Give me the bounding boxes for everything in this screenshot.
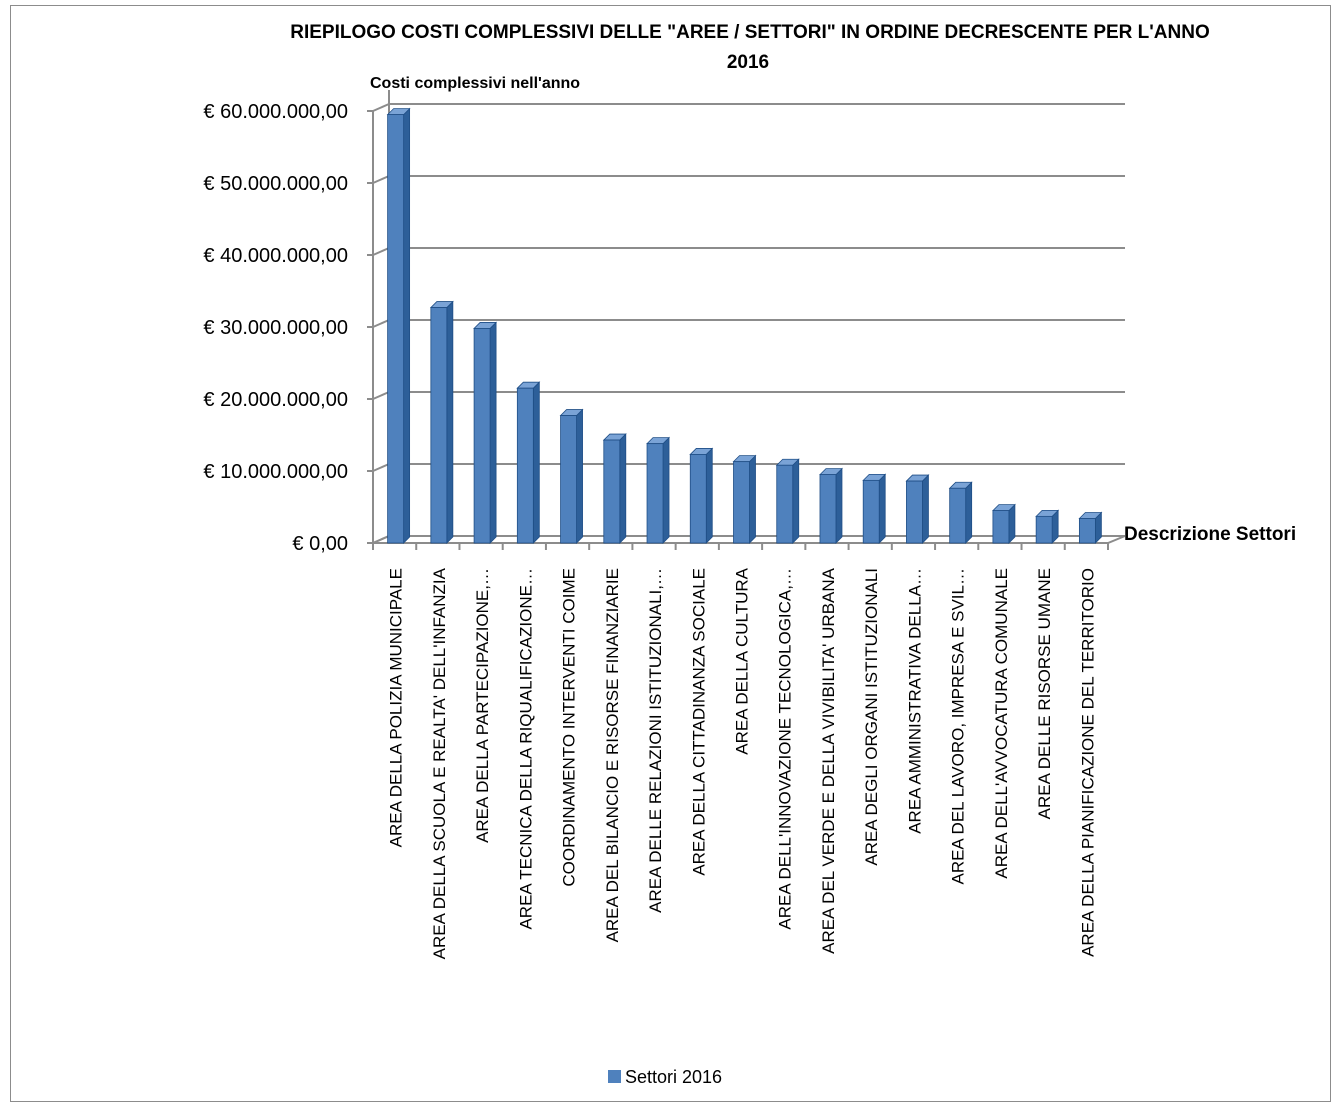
bar [733, 461, 750, 544]
bar-side [619, 433, 627, 544]
bar [560, 415, 577, 544]
chart-title-line1: RIEPILOGO COSTI COMPLESSIVI DELLE "AREE … [290, 22, 1210, 43]
bar [776, 464, 794, 544]
bar [473, 328, 491, 544]
y-axis-title: Costi complessivi nell'anno [370, 75, 580, 92]
bar-side [705, 447, 713, 544]
y-tick-label: € 30.000.000,00 [203, 317, 348, 339]
bar [603, 439, 621, 544]
bar-side [662, 436, 670, 544]
bar-side [446, 300, 454, 544]
x-tick-label: AREA DELLE RISORSE UMANE [1035, 568, 1054, 819]
x-tick-label: AREA DELLA CULTURA [733, 567, 752, 754]
gridline-diagonal [372, 175, 390, 184]
y-tick-label: € 50.000.000,00 [203, 173, 348, 195]
x-tick-label: AREA DELLA CITTADINANZA SOCIALE [689, 568, 708, 876]
y-tick-label: € 40.000.000,00 [203, 245, 348, 267]
bar-side [792, 458, 800, 544]
x-tick-label: AREA TECNICA DELLA RIQUALIFICAZIONE… [516, 568, 535, 930]
x-tick-label: AREA AMMINISTRATIVA DELLA… [905, 568, 924, 834]
bar-side [403, 107, 411, 544]
x-tick-label: AREA DELL'AVVOCATURA COMUNALE [992, 568, 1011, 879]
legend: Settori 2016 [608, 1067, 722, 1087]
bar [516, 387, 534, 544]
bar [646, 443, 664, 544]
x-tick-label: AREA DEL LAVORO, IMPRESA E SVIL… [949, 568, 968, 885]
gridline-diagonal [372, 247, 390, 256]
bar-side [1008, 503, 1016, 544]
x-axis-title: Descrizione Settori [1124, 524, 1296, 545]
gridline-diagonal [372, 103, 390, 112]
y-tick-label: € 0,00 [292, 533, 348, 555]
x-tick-label: AREA DELL'INNOVAZIONE TECNOLOGICA,… [776, 568, 795, 930]
plot-area: € 0,00 € 10.000.000,00 € 20.000.000,00 € 30… [203, 90, 1126, 959]
gridline-diagonal [372, 463, 390, 472]
chart-title-line2: 2016 [727, 52, 769, 73]
bar [689, 454, 707, 544]
x-tick-label: AREA DEGLI ORGANI ISTITUZIONALI [862, 568, 881, 866]
gridline-diagonal [372, 319, 390, 328]
y-tick-label: € 60.000.000,00 [203, 101, 348, 123]
bar-side [489, 321, 497, 544]
x-tick-label: AREA DELLA PIANIFICAZIONE DEL TERRITORIO [1078, 568, 1097, 957]
bar [387, 114, 405, 544]
chart-frame [10, 5, 1331, 1102]
x-tick-label: COORDINAMENTO INTERVENTI COIME [560, 568, 579, 887]
bar-side [749, 454, 756, 544]
gridline-diagonal [372, 391, 390, 400]
bar-side [965, 481, 973, 544]
x-tick-label: AREA DELLA POLIZIA MUNICIPALE [387, 568, 406, 847]
bar [906, 480, 923, 544]
bar-side [576, 408, 583, 544]
bar [819, 474, 837, 544]
x-tick-label: AREA DELLE RELAZIONI ISTITUZIONALI,… [646, 568, 665, 913]
bar [1078, 518, 1096, 544]
bar [430, 307, 448, 544]
bar [992, 510, 1010, 544]
y-tick-label: € 20.000.000,00 [203, 389, 348, 411]
x-tick-label: AREA DELLA PARTECIPAZIONE,… [473, 568, 492, 843]
bar [862, 479, 880, 544]
legend-label: Settori 2016 [625, 1067, 722, 1087]
bar [1035, 515, 1053, 544]
x-tick-label: AREA DEL VERDE E DELLA VIVIBILITA' URBAN… [819, 567, 838, 954]
y-tick-label: € 10.000.000,00 [203, 461, 348, 483]
x-tick-label: AREA DELLA SCUOLA E REALTA' DELL'INFANZI… [430, 567, 449, 959]
x-tick-label: AREA DEL BILANCIO E RISORSE FINANZIARIE [603, 568, 622, 942]
bar-side [532, 381, 540, 544]
legend-swatch [608, 1070, 621, 1083]
bar-side [878, 473, 886, 544]
bar-side [835, 467, 843, 544]
bar-side [922, 474, 929, 544]
bar [949, 487, 967, 544]
